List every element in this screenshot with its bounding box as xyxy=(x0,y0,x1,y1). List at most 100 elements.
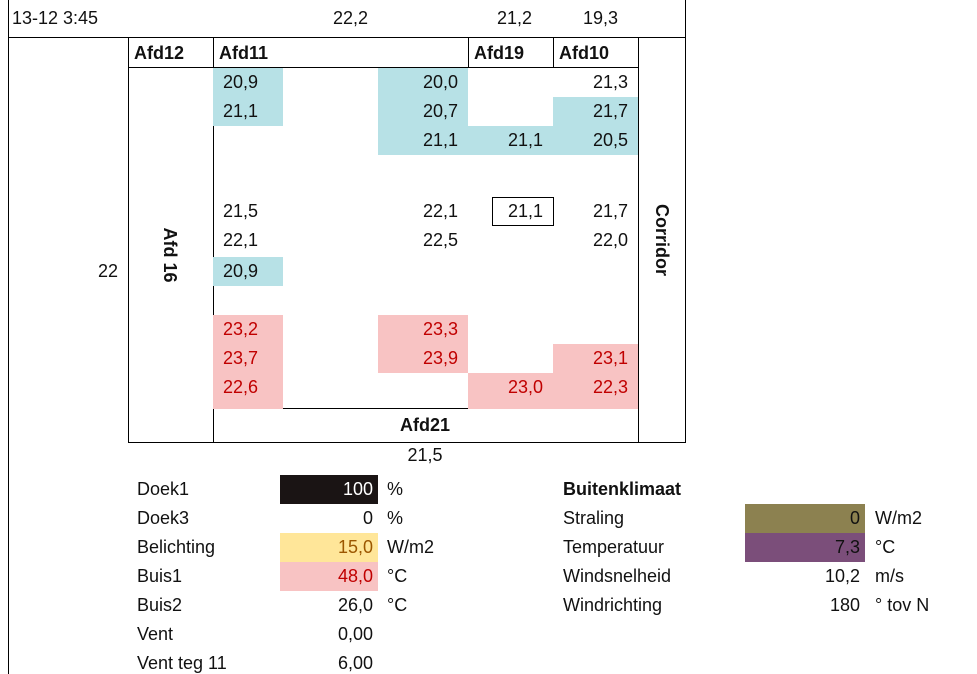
control-label: Doek3 xyxy=(137,508,190,528)
section-label: Corridor xyxy=(652,204,672,276)
control-label: Doek1 xyxy=(137,479,190,499)
cell-fill xyxy=(378,68,468,97)
cell-value: 21,5 xyxy=(223,201,259,221)
top-value: 22,2 xyxy=(332,8,368,28)
cell-value: 22,3 xyxy=(592,377,628,397)
cell-value: 23,9 xyxy=(422,348,458,368)
control-label: Belichting xyxy=(137,537,216,557)
cell-fill xyxy=(553,344,638,373)
cell-fill xyxy=(213,344,283,373)
cell-value: 23,0 xyxy=(507,377,543,397)
cell-value: 23,7 xyxy=(223,348,259,368)
cell-fill xyxy=(553,97,638,126)
cell-fill xyxy=(213,68,283,97)
cell-fill xyxy=(213,373,283,409)
cell-value: 22,5 xyxy=(422,230,458,250)
climate-value: 180 xyxy=(829,595,860,615)
cell-value: 21,3 xyxy=(592,72,628,92)
cell-value: 21,7 xyxy=(592,101,628,121)
section-title: Buitenklimaat xyxy=(563,479,682,499)
climate-label: Windrichting xyxy=(563,595,663,615)
cell-fill xyxy=(213,257,283,286)
control-value: 0,00 xyxy=(337,624,373,644)
climate-label: Windsnelheid xyxy=(563,566,672,586)
top-value: 19,3 xyxy=(582,8,618,28)
cell-fill xyxy=(468,126,553,155)
value-fill xyxy=(745,504,865,533)
cell-value: 22,1 xyxy=(422,201,458,221)
grid-line xyxy=(553,37,554,67)
grid-line xyxy=(213,37,214,443)
cell-fill xyxy=(553,126,638,155)
cell-value: 22,0 xyxy=(592,230,628,250)
control-unit: °C xyxy=(387,566,408,586)
cell-value: 21,1 xyxy=(422,130,458,150)
grid-line xyxy=(128,67,639,68)
section-label: Afd12 xyxy=(134,43,185,63)
cell-fill xyxy=(378,97,468,126)
climate-value: 0 xyxy=(849,508,860,528)
control-label: Buis1 xyxy=(137,566,183,586)
control-value: 26,0 xyxy=(337,595,373,615)
cell-value: 20,7 xyxy=(422,101,458,121)
cell-border xyxy=(492,197,554,226)
cell-fill xyxy=(378,344,468,373)
control-label: Vent xyxy=(137,624,174,644)
cell-value: 20,5 xyxy=(592,130,628,150)
cell-value: 21,1 xyxy=(507,201,543,221)
cell-fill xyxy=(213,315,283,344)
climate-value: 10,2 xyxy=(824,566,860,586)
control-value: 15,0 xyxy=(337,537,373,557)
climate-value: 7,3 xyxy=(834,537,860,557)
section-label: Afd 16 xyxy=(160,227,180,283)
cell-fill xyxy=(553,373,638,409)
grid-line xyxy=(638,37,639,443)
climate-unit: W/m2 xyxy=(875,508,922,528)
cell-value: 23,2 xyxy=(223,319,259,339)
cell-value: 21,7 xyxy=(592,201,628,221)
control-value: 0 xyxy=(362,508,373,528)
cell-value: 23,1 xyxy=(592,348,628,368)
control-value: 100 xyxy=(342,479,373,499)
cell-value: 21,1 xyxy=(223,101,259,121)
left-value: 22 xyxy=(97,261,118,281)
top-value: 21,2 xyxy=(496,8,532,28)
cell-value: 23,3 xyxy=(422,319,458,339)
control-label: Vent teg 11 xyxy=(137,653,227,673)
climate-unit: °C xyxy=(875,537,896,557)
bottom-value: 21,5 xyxy=(407,445,443,465)
cell-value: 22,1 xyxy=(223,230,259,250)
cell-value: 22,6 xyxy=(223,377,259,397)
cell-value: 20,9 xyxy=(223,72,259,92)
climate-unit: m/s xyxy=(875,566,904,586)
section-label: Afd19 xyxy=(474,43,525,63)
cell-fill xyxy=(213,97,283,126)
value-fill xyxy=(745,533,865,562)
cell-fill xyxy=(468,373,553,409)
cell-value: 20,9 xyxy=(223,261,259,281)
section-label: Afd11 xyxy=(219,43,269,63)
grid-line xyxy=(128,442,686,443)
climate-label: Temperatuur xyxy=(563,537,665,557)
section-label: Afd21 xyxy=(399,415,450,435)
grid-line xyxy=(685,0,686,443)
cell-fill xyxy=(378,126,468,155)
timestamp: 13-12 3:45 xyxy=(12,8,99,28)
grid-line xyxy=(8,0,9,674)
value-fill xyxy=(280,562,378,591)
grid-line xyxy=(128,37,129,443)
control-unit: % xyxy=(387,479,404,499)
grid-line xyxy=(8,37,685,38)
grid-line xyxy=(468,37,469,67)
cell-fill xyxy=(378,315,468,344)
value-fill xyxy=(280,475,378,504)
control-value: 48,0 xyxy=(337,566,373,586)
climate-label: Straling xyxy=(563,508,625,528)
control-unit: °C xyxy=(387,595,408,615)
value-fill xyxy=(280,533,378,562)
control-unit: W/m2 xyxy=(387,537,434,557)
climate-unit: ° tov N xyxy=(875,595,930,615)
grid-line xyxy=(213,408,639,409)
cell-value: 20,0 xyxy=(422,72,458,92)
